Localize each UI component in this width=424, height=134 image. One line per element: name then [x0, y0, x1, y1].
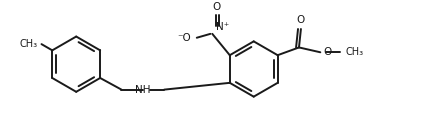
Text: CH₃: CH₃ — [346, 47, 364, 57]
Text: O: O — [297, 15, 305, 25]
Text: NH: NH — [135, 85, 151, 95]
Text: ⁻O: ⁻O — [177, 33, 191, 43]
Text: O: O — [212, 2, 220, 12]
Text: O: O — [323, 47, 332, 57]
Text: CH₃: CH₃ — [19, 39, 37, 49]
Text: N⁺: N⁺ — [216, 22, 229, 32]
